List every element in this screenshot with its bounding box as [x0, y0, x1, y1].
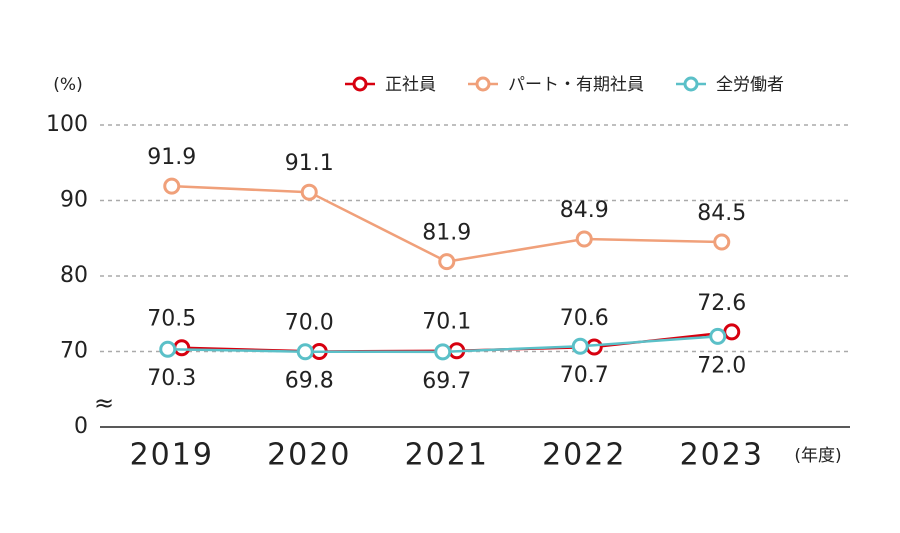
data-label: 91.9 — [147, 145, 196, 170]
y-axis-label: (%) — [53, 75, 82, 95]
x-tick-label: 2019 — [130, 438, 214, 473]
x-tick-label: 2021 — [405, 438, 489, 473]
y-tick-label: 80 — [60, 263, 88, 288]
x-tick-label: 2023 — [680, 438, 764, 473]
marker — [173, 339, 191, 357]
y-tick-label: 90 — [60, 188, 88, 213]
legend-marker — [683, 76, 699, 92]
data-label: 72.0 — [697, 353, 746, 378]
data-label: 91.1 — [285, 151, 334, 176]
data-label: 70.3 — [147, 366, 196, 391]
data-label: 81.9 — [422, 221, 471, 246]
x-tick-label: 2020 — [267, 438, 351, 473]
marker — [159, 340, 177, 358]
marker — [575, 230, 593, 248]
marker — [434, 343, 452, 361]
marker — [713, 233, 731, 251]
y-tick-label: 100 — [46, 112, 88, 137]
data-label: 70.0 — [285, 311, 334, 336]
y-tick-label: 0 — [74, 414, 88, 439]
marker — [163, 177, 181, 195]
data-label: 70.7 — [560, 363, 609, 388]
data-label: 70.6 — [560, 306, 609, 331]
legend-label: 正社員 — [385, 75, 436, 95]
marker — [300, 183, 318, 201]
marker — [296, 343, 314, 361]
data-label: 72.6 — [697, 291, 746, 316]
data-label: 70.5 — [147, 307, 196, 332]
marker — [585, 338, 603, 356]
x-axis-label: (年度) — [794, 446, 841, 466]
data-label: 84.5 — [697, 201, 746, 226]
legend-marker — [475, 76, 491, 92]
marker — [723, 323, 741, 341]
marker — [709, 327, 727, 345]
legend-label: パート・有期社員 — [508, 75, 644, 95]
data-label: 84.9 — [560, 198, 609, 223]
y-tick-label: 70 — [60, 339, 88, 364]
data-label: 69.7 — [422, 369, 471, 394]
data-label: 69.8 — [285, 369, 334, 394]
data-label: 70.1 — [422, 310, 471, 335]
axis-break: ≈ — [94, 389, 114, 417]
legend-marker — [352, 76, 368, 92]
marker — [571, 337, 589, 355]
legend-label: 全労働者 — [716, 75, 784, 95]
marker — [438, 253, 456, 271]
x-tick-label: 2022 — [542, 438, 626, 473]
